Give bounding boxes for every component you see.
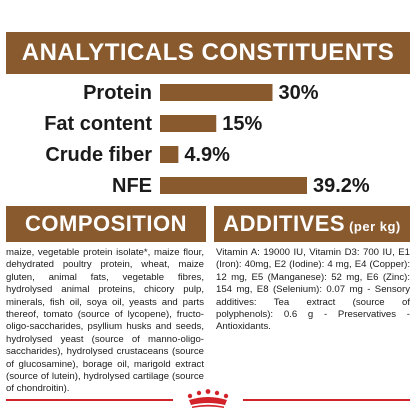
footer-divider-left: [6, 399, 173, 401]
bar: [160, 177, 307, 194]
bar-value-label: 39.2%: [313, 175, 370, 197]
additives-title-suffix: (per kg): [349, 218, 401, 234]
additives-title: ADDITIVES: [223, 211, 346, 236]
analyticals-title: ANALYTICALS CONSTITUENTS: [21, 39, 395, 66]
analyticals-bar-chart: Protein 30% Fat content 15% Crude fiber 4.9% N…: [44, 82, 370, 197]
bar-label: Protein: [83, 82, 152, 104]
bar: [160, 146, 179, 163]
bar-label: NFE: [112, 175, 152, 197]
bar: [160, 84, 273, 101]
additives-text: Vitamin A: 19000 IU, Vitamin D3: 700 IU,…: [216, 247, 410, 333]
analyticals-header: ANALYTICALS CONSTITUENTS: [6, 32, 410, 74]
bar: [160, 115, 217, 132]
composition-header: COMPOSITION: [6, 206, 206, 242]
bar-value-label: 15%: [222, 113, 262, 135]
royal-canin-crown-icon: [187, 389, 229, 408]
composition-text: maize, vegetable protein isolate*, maize…: [6, 247, 204, 395]
composition-title: COMPOSITION: [25, 211, 187, 236]
bar-label: Fat content: [44, 113, 152, 135]
footer-divider-right: [243, 399, 410, 401]
bar-value-label: 4.9%: [184, 144, 230, 166]
bar-label: Crude fiber: [45, 144, 152, 166]
bar-value-label: 30%: [279, 82, 319, 104]
additives-header: ADDITIVES (per kg): [214, 206, 410, 242]
